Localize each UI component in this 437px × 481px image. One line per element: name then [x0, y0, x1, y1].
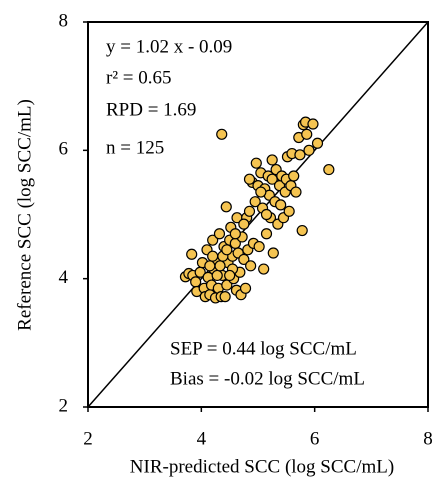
x-axis-label: NIR-predicted SCC (log SCC/mL) [130, 456, 394, 477]
data-point [311, 137, 324, 149]
data-point [294, 149, 306, 161]
data-point [258, 263, 270, 275]
data-point [220, 201, 232, 213]
data-point [253, 240, 265, 253]
data-point [211, 269, 223, 282]
data-point [323, 163, 335, 176]
data-point [216, 128, 228, 140]
y-tick-label: 2 [59, 395, 69, 416]
annotation: r² = 0.65 [106, 67, 172, 88]
annotation: y = 1.02 x - 0.09 [106, 36, 232, 57]
one-to-one-line [87, 21, 429, 408]
y-tick-label: 8 [59, 10, 69, 31]
data-point [207, 234, 219, 246]
x-tick-label: 6 [310, 428, 320, 449]
data-point [238, 253, 250, 266]
data-point [229, 228, 241, 240]
data-point [266, 173, 278, 185]
data-point [250, 157, 262, 169]
data-point [301, 128, 313, 140]
y-tick-label: 6 [59, 139, 69, 160]
data-point [266, 154, 278, 166]
data-point [207, 250, 219, 262]
x-tick-label: 8 [423, 428, 433, 449]
annotation: RPD = 1.69 [106, 99, 196, 120]
data-point [296, 224, 308, 237]
data-point [213, 228, 226, 240]
data-point [288, 170, 300, 182]
data-point [214, 260, 226, 272]
data-point [219, 291, 231, 303]
data-point [221, 244, 233, 256]
data-point [260, 228, 273, 240]
y-tick-label: 4 [59, 267, 69, 288]
data-point [204, 260, 216, 272]
data-point [243, 173, 256, 185]
y-axis-label: Reference SCC (log SCC/mL) [14, 99, 35, 331]
data-point [238, 218, 250, 230]
data-point [239, 282, 252, 294]
data-point [283, 205, 295, 217]
data-point [260, 208, 273, 221]
data-point [290, 186, 302, 198]
data-point [243, 205, 256, 217]
data-point [186, 248, 198, 260]
data-point [267, 247, 279, 259]
plot-frame [87, 21, 429, 408]
annotation: Bias = -0.02 log SCC/mL [170, 368, 365, 389]
x-tick-label: 2 [83, 428, 93, 449]
annotation: n = 125 [106, 137, 164, 158]
x-tick-label: 4 [197, 428, 207, 449]
annotation: SEP = 0.44 log SCC/mL [170, 338, 357, 359]
data-point [249, 196, 261, 208]
data-point [307, 118, 319, 130]
data-point [255, 186, 267, 198]
data-point [190, 276, 202, 288]
data-point [245, 260, 257, 272]
data-point [303, 144, 315, 156]
data-point [275, 199, 287, 211]
data-point [224, 269, 236, 282]
